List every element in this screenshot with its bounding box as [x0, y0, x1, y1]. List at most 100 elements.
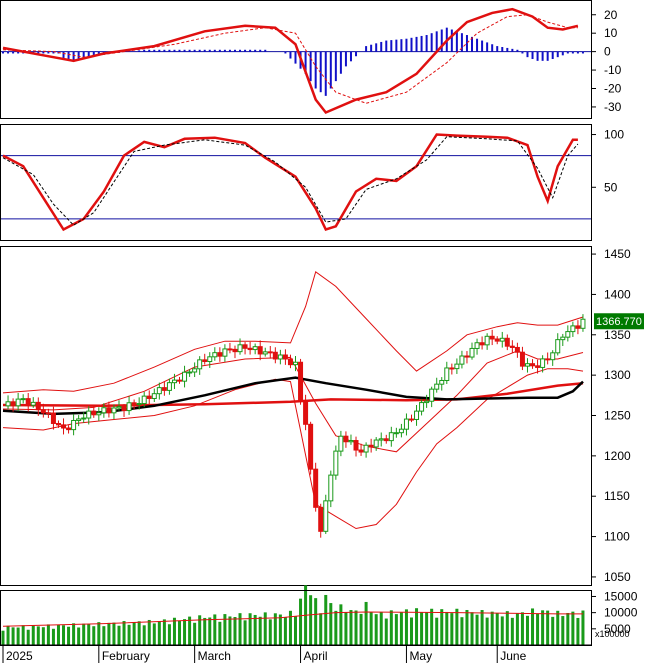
candle-body — [252, 346, 258, 351]
y-tick-label: -20 — [604, 82, 622, 96]
y-tick-label: 0 — [604, 45, 611, 59]
candle-body — [313, 468, 319, 508]
y-tick-label: 10000 — [604, 606, 638, 620]
candle-body — [570, 325, 576, 333]
volume-bar — [359, 613, 363, 645]
macd-panel: 20 10 0 -10 -20 -30 — [0, 0, 622, 119]
volume-bar — [460, 617, 464, 645]
volume-bar — [132, 622, 136, 645]
candle-body — [282, 354, 288, 360]
candle-body — [146, 395, 152, 399]
volume-bar — [6, 625, 10, 645]
candle-body — [131, 402, 137, 405]
candle-body — [45, 412, 51, 415]
candle-body — [237, 344, 243, 353]
candle-body — [10, 401, 16, 407]
candle-body — [303, 400, 309, 425]
volume-bar — [16, 627, 20, 645]
volume-bar — [1, 630, 5, 645]
x-tick-label: April — [304, 649, 328, 663]
candle-body — [358, 449, 364, 453]
volume-bar — [193, 622, 197, 645]
candle-body — [212, 352, 218, 358]
candle-body — [15, 398, 21, 407]
candle-body — [106, 407, 112, 414]
candle-body — [96, 412, 102, 416]
candle-body — [524, 363, 530, 367]
volume-bar — [278, 614, 282, 645]
candle-body — [459, 355, 465, 365]
volume-bar — [339, 604, 343, 645]
candle-body — [353, 440, 359, 451]
candle-body — [343, 435, 349, 443]
candle-body — [469, 347, 475, 358]
volume-bar — [167, 624, 171, 645]
candle-body — [86, 410, 92, 419]
volume-bar — [203, 617, 207, 645]
volume-bar — [389, 610, 393, 645]
volume-bar — [288, 610, 292, 645]
volume-bar — [324, 594, 328, 645]
volume-bar — [369, 612, 373, 645]
y-tick-label: 1100 — [604, 530, 630, 544]
volume-bar — [208, 617, 212, 645]
candle-body — [545, 358, 551, 361]
candle-body — [489, 335, 495, 340]
volume-bar — [46, 624, 50, 645]
volume-bar — [384, 618, 388, 645]
volume-bar — [520, 612, 524, 645]
candle-body — [40, 409, 46, 414]
x-tick-label: 2025 — [6, 649, 33, 663]
candle-body — [202, 359, 208, 363]
candle-body — [449, 367, 455, 370]
volume-bar — [470, 612, 474, 645]
volume-bar — [294, 616, 297, 645]
candle-body — [494, 338, 500, 342]
volume-bar — [87, 623, 91, 645]
candle-body — [419, 402, 425, 412]
volume-bar — [21, 625, 25, 645]
stochastic-frame — [0, 124, 592, 241]
candle-body — [272, 351, 278, 360]
candle-body — [141, 395, 147, 405]
candle-body — [575, 325, 581, 329]
volume-bar — [36, 626, 40, 645]
candle-body — [479, 342, 485, 346]
volume-bar — [485, 617, 489, 645]
candle-body — [429, 388, 435, 402]
candle-body — [227, 348, 233, 351]
candle-body — [298, 361, 304, 402]
candle-body — [136, 403, 142, 406]
volume-bar — [283, 617, 287, 645]
volume-bar — [273, 613, 277, 645]
volume-bar — [152, 623, 156, 645]
volume-bar — [243, 620, 247, 645]
volume-bar — [546, 610, 550, 645]
volume-bar — [223, 614, 227, 645]
candle-body — [388, 432, 394, 442]
volume-bar — [248, 613, 252, 645]
candle-body — [50, 412, 56, 424]
volume-bar — [349, 610, 353, 645]
volume-bar — [329, 603, 333, 645]
last-price-tag-label: 1366.770 — [596, 316, 642, 328]
candle-body — [474, 342, 480, 349]
volume-bar — [450, 613, 454, 645]
price-band_upper — [2, 270, 584, 394]
candle-body — [156, 387, 162, 395]
volume-bar — [566, 612, 570, 645]
candle-body — [414, 410, 420, 420]
volume-bar — [107, 622, 111, 645]
volume-bar — [268, 619, 272, 645]
x-tick-label: June — [500, 649, 526, 663]
volume-bar — [556, 610, 560, 645]
candle-body — [318, 506, 324, 532]
volume-bar — [72, 623, 76, 645]
candle-body — [91, 410, 97, 416]
volume-bar — [172, 617, 176, 645]
volume-bar — [364, 601, 368, 645]
y-tick-label: 100 — [604, 128, 624, 142]
candle-body — [287, 358, 293, 366]
candle-body — [197, 359, 203, 370]
volume-bar — [178, 620, 182, 645]
